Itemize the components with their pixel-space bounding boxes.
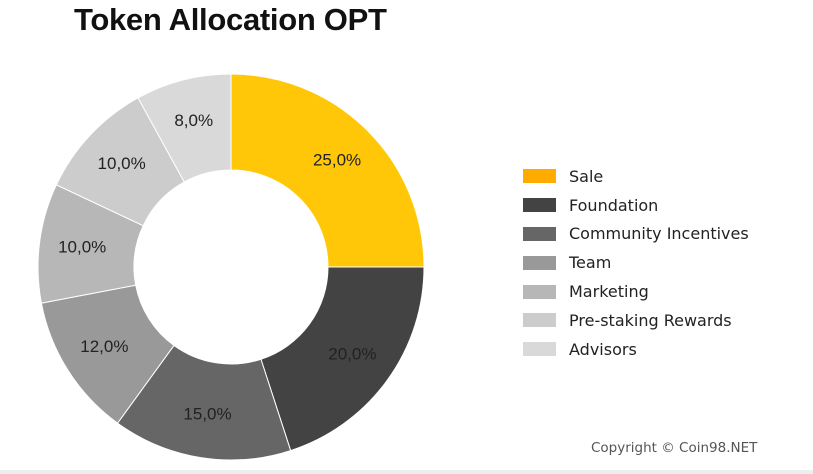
chart-legend: Sale Foundation Community Incentives Team Ma… [523,162,749,364]
legend-swatch [523,169,556,184]
data-label-foundation: 20,0% [328,345,376,364]
legend-item-community-incentives[interactable]: Community Incentives [523,220,749,249]
legend-label: Foundation [569,195,659,215]
legend-swatch [523,226,556,241]
data-label-team: 12,0% [80,337,128,356]
chart-title: Token Allocation OPT [74,2,387,37]
data-label-sale: 25,0% [313,150,361,169]
legend-item-foundation[interactable]: Foundation [523,191,749,220]
legend-swatch [523,198,556,213]
data-label-pre-staking-rewards: 10,0% [98,154,146,173]
legend-label: Pre-staking Rewards [569,310,732,330]
legend-label: Team [569,253,612,273]
legend-label: Advisors [569,339,637,359]
legend-label: Sale [569,166,604,186]
donut-slices [37,73,425,461]
legend-swatch [523,255,556,270]
data-label-community-incentives: 15,0% [183,405,231,424]
legend-item-advisors[interactable]: Advisors [523,335,749,364]
slice-foundation[interactable] [260,266,425,452]
legend-label: Marketing [569,282,649,302]
legend-swatch [523,284,556,299]
data-label-advisors: 8,0% [174,111,213,130]
slice-sale[interactable] [230,73,425,268]
legend-label: Community Incentives [569,224,749,244]
slice-advisors[interactable] [137,73,232,183]
copyright-text: Copyright © Coin98.NET [591,440,758,456]
data-label-marketing: 10,0% [58,238,106,257]
legend-item-team[interactable]: Team [523,248,749,277]
bottom-divider [0,470,813,474]
legend-swatch [523,342,556,357]
legend-item-pre-staking-rewards[interactable]: Pre-staking Rewards [523,306,749,335]
legend-swatch [523,313,556,328]
donut-data-labels: 25,0% 20,0% 15,0% 12,0% 10,0% 10,0% 8,0% [58,111,376,423]
legend-item-marketing[interactable]: Marketing [523,277,749,306]
legend-item-sale[interactable]: Sale [523,162,749,191]
